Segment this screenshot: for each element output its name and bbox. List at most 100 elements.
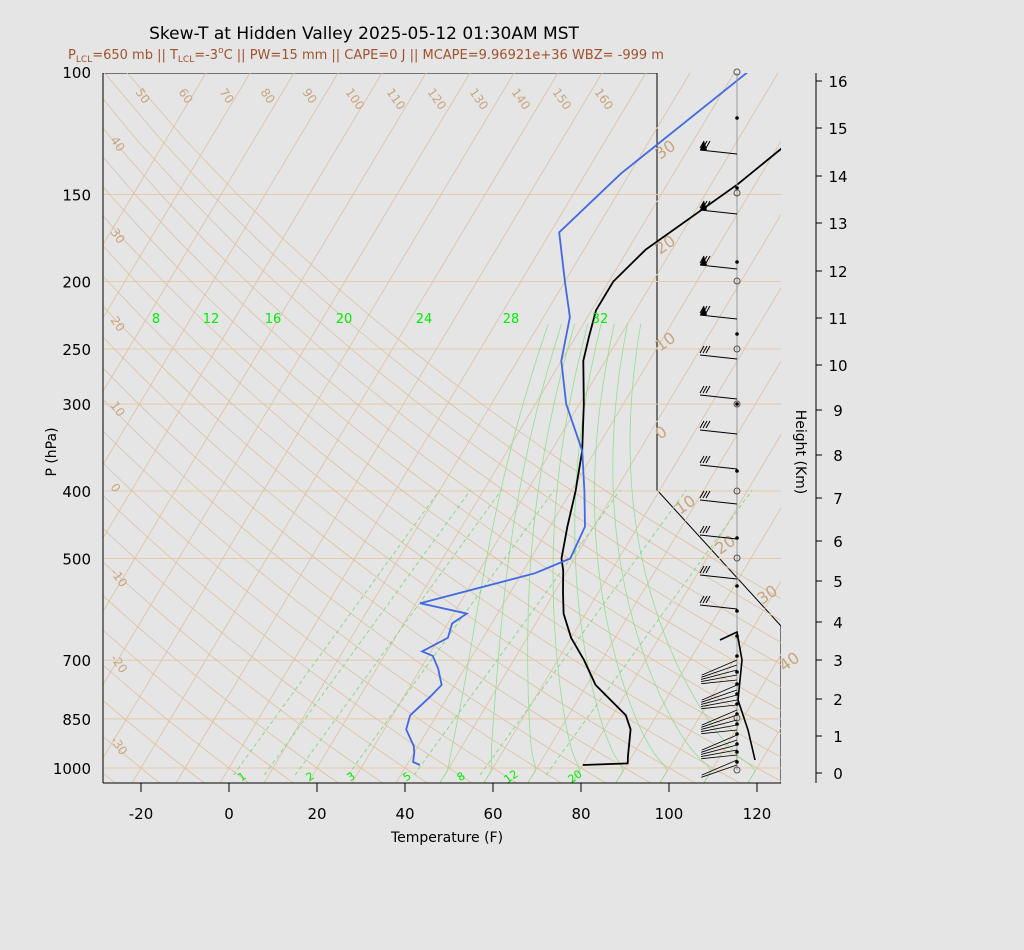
isotherm-line — [351, 73, 779, 783]
wind-barb-low — [701, 729, 738, 735]
dewpoint-profile — [405, 73, 748, 766]
wind-barb-flag — [705, 255, 711, 264]
moist-adiabat — [594, 323, 668, 783]
x-tick-label: 80 — [571, 805, 590, 823]
wind-barb — [699, 314, 738, 320]
wind-barb — [699, 574, 738, 580]
wind-barb-low — [701, 689, 738, 703]
wind-barb-low — [701, 739, 738, 753]
dry-adiabat — [103, 127, 781, 666]
isotherm-line — [920, 60, 1024, 790]
wind-dot — [735, 402, 739, 406]
mixing-ratio-line — [479, 489, 687, 776]
wind-barb-flag — [699, 255, 705, 264]
temperature-profile — [560, 147, 781, 766]
wind-dot — [735, 609, 739, 613]
isotherm-line — [483, 287, 781, 783]
dry-adiabat — [103, 156, 781, 688]
isotherm-line — [439, 213, 781, 783]
isotherm-label-right: 20 — [651, 231, 679, 258]
wind-barb-flag — [699, 140, 705, 149]
mixing-ratio-line — [233, 489, 441, 776]
chart-title: Skew-T at Hidden Valley 2025-05-12 01:30… — [149, 24, 579, 44]
mixing-ratio-label-top: 12 — [203, 312, 220, 327]
mixing-ratio-label-top: 24 — [416, 312, 433, 327]
wind-barb-flag — [705, 455, 711, 464]
wind-dot — [735, 469, 739, 473]
wind-barb-low — [700, 749, 738, 757]
isotherm-label-top: 160 — [592, 86, 617, 113]
isotherm-line — [219, 73, 647, 783]
wind-barb-flag — [699, 455, 705, 464]
p-tick-label: 200 — [62, 274, 91, 292]
wind-barb-flag — [705, 140, 711, 149]
isotherm-label-left: -30 — [108, 734, 131, 758]
wind-barb-low — [701, 764, 738, 778]
isotherm-line — [615, 507, 781, 783]
isotherm-line — [571, 433, 781, 783]
wind-circle — [733, 68, 741, 76]
mixing-ratio-line — [294, 489, 502, 776]
wind-dot — [735, 332, 739, 336]
isotherm-label-top: 130 — [467, 86, 492, 113]
dry-adiabat — [103, 495, 472, 783]
dry-adiabat — [103, 305, 740, 783]
dry-adiabat — [103, 629, 294, 783]
wind-barb-flag — [699, 305, 705, 314]
dry-adiabat — [103, 398, 606, 783]
isotherm-line — [103, 73, 251, 319]
dry-adiabat — [103, 595, 339, 783]
wind-barb-flag — [705, 490, 711, 499]
dry-adiabat — [103, 98, 781, 643]
isotherm-label-right: 10 — [671, 491, 699, 518]
mixing-ratio-line — [545, 489, 753, 776]
height-tick-label: 0 — [833, 765, 843, 783]
wind-barb-flag — [702, 385, 708, 394]
isotherm-line — [659, 580, 781, 783]
y-axis-title: P (hPa) — [44, 427, 60, 476]
wind-barb-flag — [699, 345, 705, 354]
wind-barb-low — [701, 659, 738, 676]
isotherm-label-top: 60 — [176, 86, 196, 107]
mixing-ratio-label-bottom: 8 — [455, 769, 468, 784]
x-tick-label: -20 — [129, 805, 154, 823]
dry-adiabat — [103, 336, 695, 783]
x-axis-title: Temperature (F) — [390, 830, 503, 846]
dry-adiabat — [103, 699, 205, 783]
subtitle-sub1: LCL — [76, 55, 92, 65]
wind-barb — [699, 429, 738, 435]
wind-barb-flag — [705, 200, 711, 209]
subtitle-rest: C || PW=15 mm || CAPE=0 J || MCAPE=9.969… — [224, 48, 664, 63]
wind-dot — [735, 654, 739, 658]
wind-barb-low — [701, 714, 738, 728]
mixing-ratio-line — [347, 489, 555, 776]
wind-dot — [735, 732, 739, 736]
dry-adiabat — [103, 215, 781, 734]
x-tick-label: 100 — [655, 805, 684, 823]
wind-dot — [735, 750, 739, 754]
wind-barb-low — [700, 719, 738, 730]
wind-barb-flag — [705, 345, 711, 354]
p-tick-label: 700 — [62, 652, 91, 670]
plot-area — [103, 73, 781, 783]
wind-barb-low — [700, 744, 738, 755]
isotherm-label-top: 100 — [343, 86, 368, 113]
moist-adiabat — [439, 323, 549, 783]
isotherm-label-top: 140 — [509, 86, 534, 113]
height-tick-label: 9 — [833, 402, 843, 420]
wind-barb-flag — [705, 565, 711, 574]
plot-border — [103, 73, 781, 783]
wind-dot — [735, 584, 739, 588]
subtitle-deg-pre: =-3 — [194, 48, 218, 63]
wind-barb-low — [700, 694, 738, 705]
height-tick-label: 13 — [828, 215, 847, 233]
wind-barb-low — [701, 679, 738, 685]
mixing-ratio-label-top: 8 — [152, 312, 160, 327]
wind-barb-low — [701, 704, 738, 710]
wind-dot — [735, 760, 739, 764]
dry-adiabat — [103, 462, 517, 783]
subtitle-sup: o — [218, 46, 224, 56]
isotherm-label-top: 90 — [300, 86, 320, 107]
wind-circle — [733, 487, 741, 495]
